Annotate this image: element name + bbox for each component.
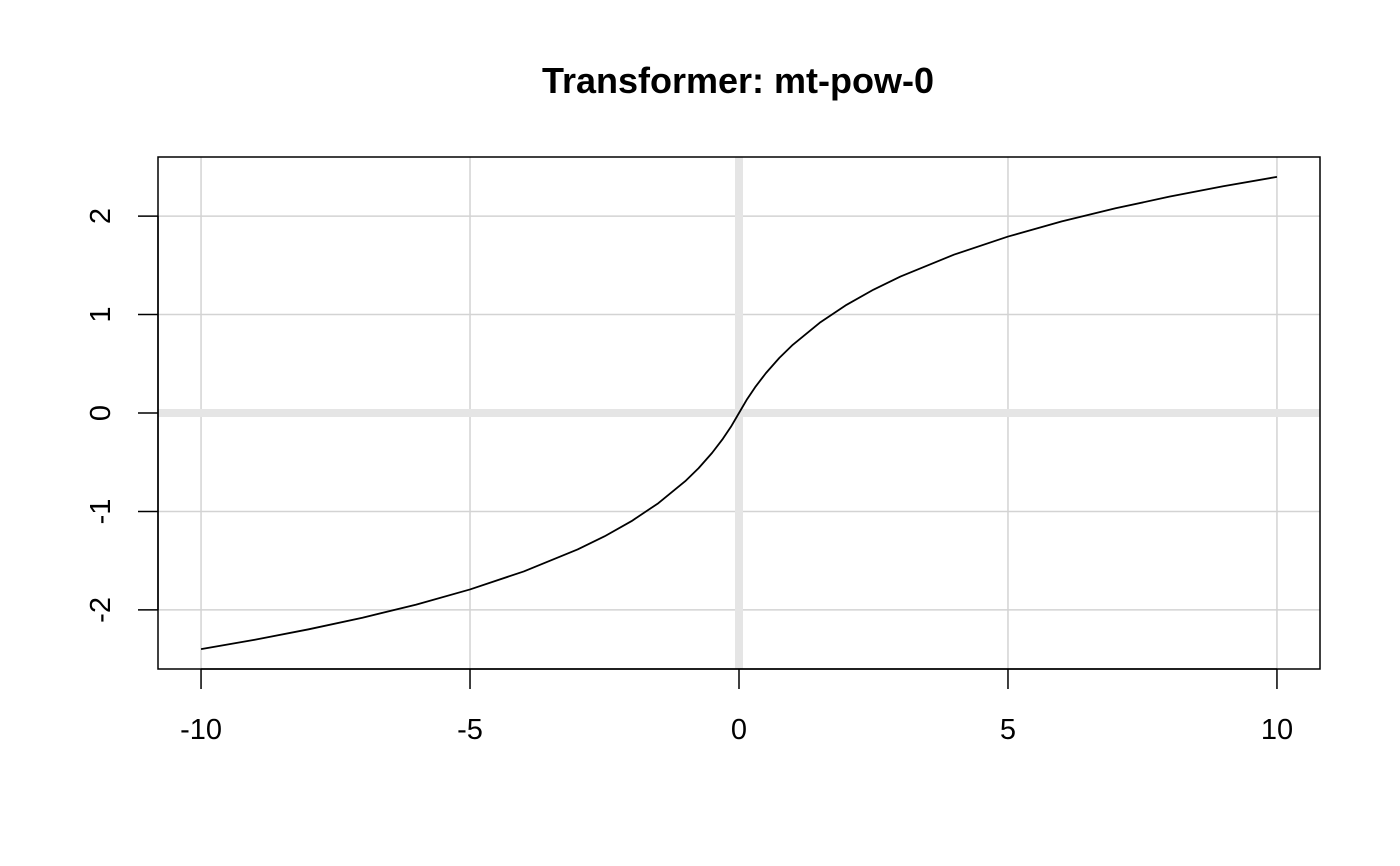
y-tick-label-0: -2 — [85, 597, 117, 623]
y-tick-label-1: -1 — [85, 499, 117, 525]
y-tick-label-3: 1 — [85, 306, 117, 322]
x-tick-label-3: 5 — [1000, 714, 1016, 746]
series-line-0 — [200, 176, 1278, 650]
x-tick-label-0: -10 — [180, 714, 222, 746]
series-layer — [200, 176, 1278, 650]
chart-title: Transformer: mt-pow-0 — [542, 60, 934, 101]
y-tick-label-2: 0 — [85, 405, 117, 421]
y-axis: -2 -1 0 1 2 — [85, 208, 159, 623]
x-axis: -10 -5 0 5 10 — [180, 668, 1293, 746]
x-tick-label-1: -5 — [457, 714, 483, 746]
x-tick-label-4: 10 — [1261, 714, 1293, 746]
x-tick-label-2: 0 — [731, 714, 747, 746]
y-tick-label-4: 2 — [85, 208, 117, 224]
